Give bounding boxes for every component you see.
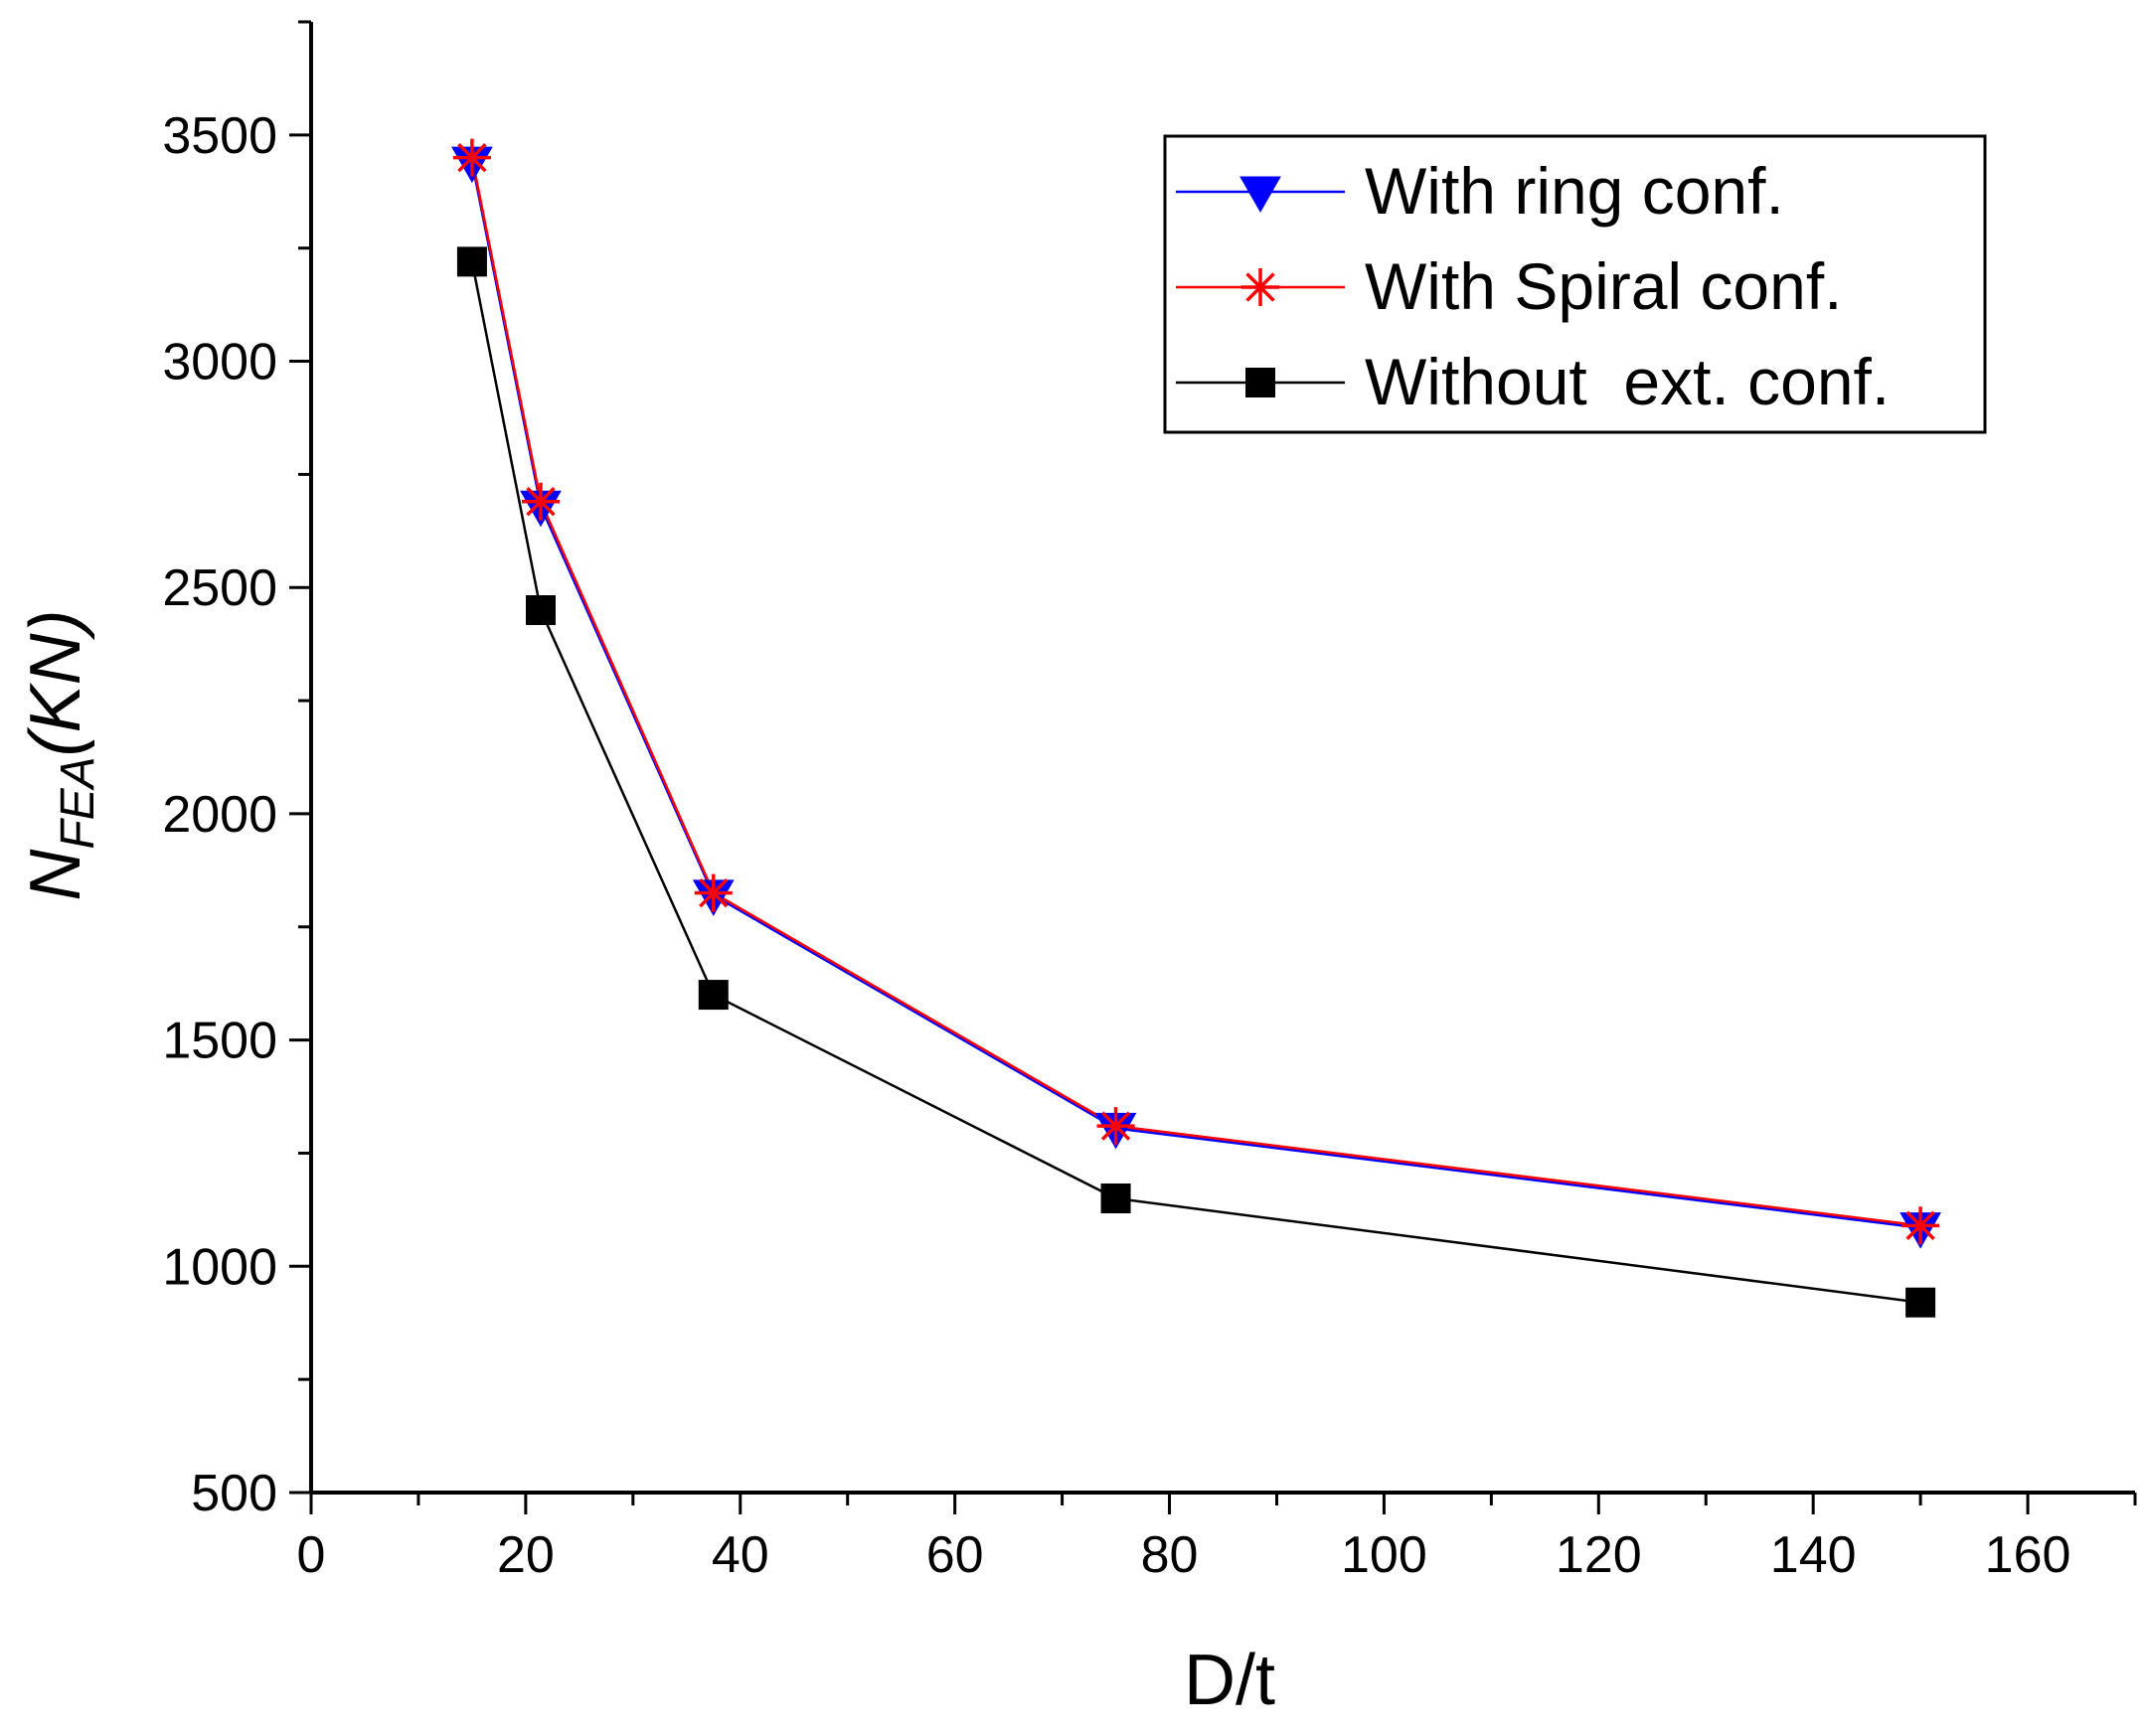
y-tick-label: 2000 [162,786,277,844]
legend-marker-1 [1241,268,1279,306]
legend-marker-0 [1239,176,1281,214]
data-point-series-1 [452,138,491,177]
asterisk-stroke [1905,1210,1935,1240]
legend: With ring conf. With Spiral conf. Without … [1163,134,1987,434]
data-point-series-2 [698,980,729,1011]
y-axis-label-subscript: FEA [52,756,104,849]
y-tick-label: 2500 [162,559,277,617]
data-point-series-1 [1096,1107,1135,1146]
asterisk-stroke [1245,272,1275,302]
x-tick-label: 80 [1141,1526,1199,1584]
y-axis-label-main: N [16,849,95,901]
y-axis-label: NFEA(KN) [16,609,104,900]
marker-layer [451,138,1941,1318]
data-point-series-1 [1901,1206,1940,1245]
legend-label-2: Without ext. conf. [1365,345,1890,418]
data-point-series-1 [521,482,560,521]
asterisk-stroke [699,877,729,908]
data-point-series-1 [694,873,733,912]
x-tick-label: 40 [712,1526,769,1584]
label-layer: D/t NFEA(KN) [16,609,1275,1720]
y-axis-label-unit: (KN) [16,609,95,756]
y-tick-label: 1000 [162,1238,277,1296]
data-point-series-2 [1905,1287,1936,1318]
asterisk-stroke [457,142,487,173]
x-tick-label: 120 [1556,1526,1642,1584]
legend-marker-2 [1245,368,1275,397]
y-tick-label: 3500 [162,107,277,165]
x-tick-label: 100 [1341,1526,1427,1584]
y-tick-label: 3000 [162,334,277,392]
y-tick-label: 500 [191,1465,277,1522]
y-tick-label: 1500 [162,1013,277,1070]
x-tick-label: 20 [497,1526,555,1584]
axes-layer: 0 20 40 60 80 100 120 140 160 500 1000 1500 2000 2500… [162,20,2137,1584]
x-tick-label: 60 [926,1526,984,1584]
data-point-series-2 [1100,1184,1131,1213]
data-point-series-2 [456,246,487,277]
x-tick-label: 140 [1770,1526,1857,1584]
x-tick-label: 0 [297,1526,326,1584]
legend-label-1: With Spiral conf. [1365,249,1843,323]
x-axis-label: D/t [1184,1641,1275,1720]
x-tick-label: 160 [1985,1526,2071,1584]
legend-label-0: With ring conf. [1365,154,1784,228]
asterisk-stroke [1100,1111,1131,1141]
asterisk-stroke [526,487,556,517]
data-point-series-2 [525,595,556,625]
